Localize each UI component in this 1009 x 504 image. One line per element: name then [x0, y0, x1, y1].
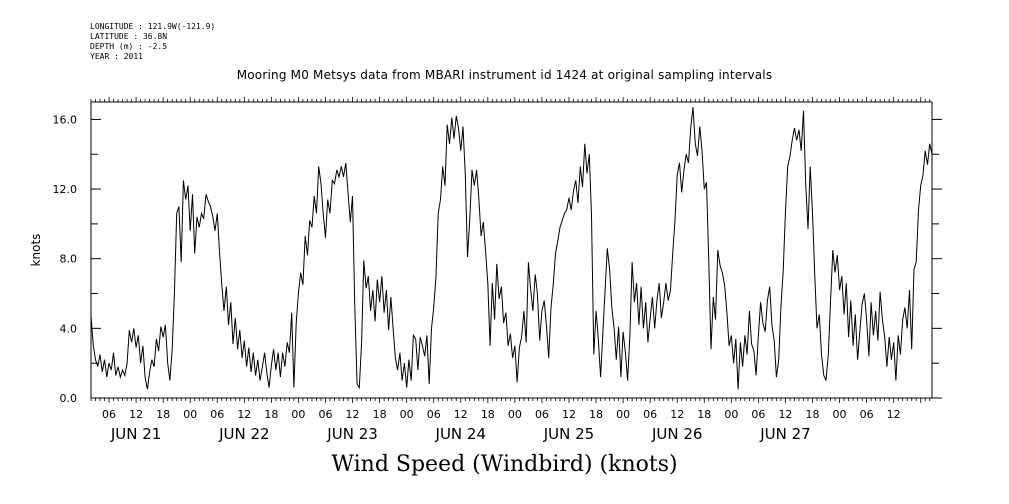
- x-day-label: JUN 25: [543, 425, 594, 443]
- x-tick-label: 18: [481, 408, 495, 421]
- axes-frame: [90, 101, 933, 399]
- y-tick-label: 0.0: [60, 392, 78, 405]
- x-tick-label: 00: [291, 408, 305, 421]
- x-tick-label: 18: [589, 408, 603, 421]
- x-tick-label: 12: [778, 408, 792, 421]
- x-tick-label: 12: [454, 408, 468, 421]
- x-tick-label: 12: [670, 408, 684, 421]
- x-tick-label: 18: [697, 408, 711, 421]
- x-day-label: JUN 27: [759, 425, 810, 443]
- plot-frame: [90, 101, 933, 399]
- chart-title: Mooring M0 Metsys data from MBARI instru…: [236, 68, 773, 82]
- x-tick-label: 06: [210, 408, 224, 421]
- x-tick-label: 12: [346, 408, 360, 421]
- y-tick-label: 4.0: [60, 322, 78, 335]
- x-day-label: JUN 22: [218, 425, 269, 443]
- x-day-label: JUN 23: [326, 425, 377, 443]
- x-tick-label: 00: [508, 408, 522, 421]
- x-tick-label: 18: [156, 408, 170, 421]
- axis-labels: 06 12 18 00 06 12 18 00 06 12 18 00 06 12 18 00 06 12 18 00…: [29, 113, 901, 443]
- depth-label: DEPTH (m) : -2.5: [90, 42, 168, 51]
- x-tick-label: 00: [833, 408, 847, 421]
- x-tick-label: 06: [643, 408, 657, 421]
- x-tick-label: 00: [616, 408, 630, 421]
- x-day-label: JUN 21: [110, 425, 161, 443]
- x-tick-label: 18: [806, 408, 820, 421]
- longitude-label: LONGITUDE : 121.9W(-121.9): [90, 22, 216, 31]
- x-tick-label: 12: [562, 408, 576, 421]
- x-tick-label: 00: [724, 408, 738, 421]
- wind-speed-line: [90, 107, 933, 390]
- latitude-label: LATITUDE : 36.8N: [90, 32, 168, 41]
- y-tick-label: 16.0: [53, 113, 78, 126]
- x-day-label: JUN 24: [435, 425, 486, 443]
- series-group: [90, 107, 933, 390]
- x-tick-label: 06: [751, 408, 765, 421]
- x-tick-label: 12: [887, 408, 901, 421]
- year-label: YEAR : 2011: [90, 52, 143, 61]
- x-tick-label: 06: [102, 408, 116, 421]
- x-tick-label: 12: [237, 408, 251, 421]
- y-tick-label: 12.0: [53, 183, 78, 196]
- metadata-block: LONGITUDE : 121.9W(-121.9) LATITUDE : 36…: [90, 22, 215, 62]
- axis-ticks: [90, 97, 942, 403]
- variable-title: Wind Speed (Windbird) (knots): [331, 452, 678, 477]
- x-tick-label: 06: [860, 408, 874, 421]
- x-tick-label: 12: [129, 408, 143, 421]
- y-axis-label: knots: [29, 234, 43, 267]
- x-tick-label: 00: [183, 408, 197, 421]
- x-tick-label: 00: [400, 408, 414, 421]
- x-tick-label: 06: [535, 408, 549, 421]
- y-tick-label: 8.0: [60, 253, 78, 266]
- x-day-label: JUN 26: [651, 425, 702, 443]
- x-tick-label: 06: [318, 408, 332, 421]
- x-tick-label: 06: [427, 408, 441, 421]
- x-tick-label: 18: [264, 408, 278, 421]
- x-tick-label: 18: [373, 408, 387, 421]
